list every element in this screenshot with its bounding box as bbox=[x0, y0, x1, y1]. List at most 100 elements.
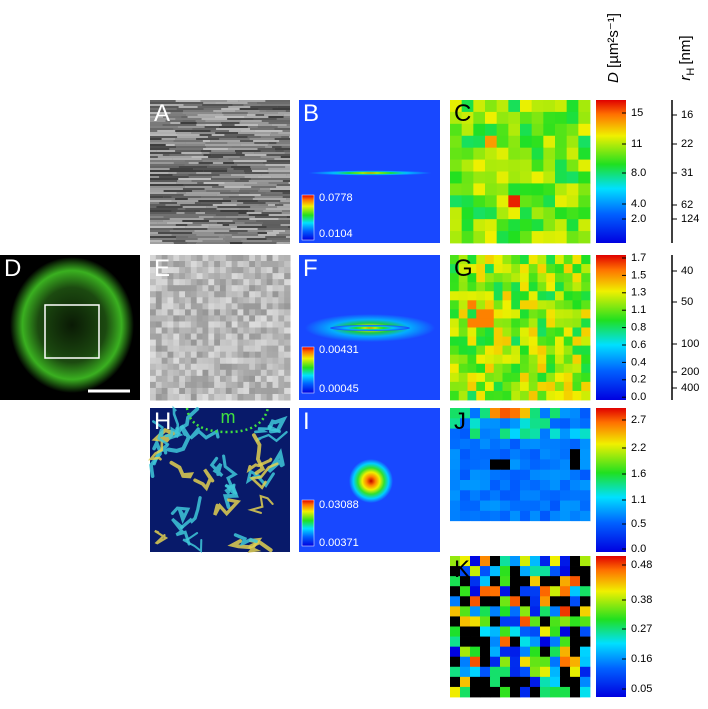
pixel bbox=[188, 198, 223, 200]
heatmap-cell bbox=[570, 501, 580, 512]
heatmap-cell bbox=[555, 328, 564, 337]
heatmap-cell bbox=[538, 373, 547, 382]
heatmap-cell bbox=[468, 337, 477, 346]
pixel bbox=[249, 364, 255, 371]
heatmap-cell bbox=[578, 148, 590, 160]
pixel bbox=[226, 309, 232, 316]
heatmap-cell bbox=[497, 219, 509, 231]
heatmap-cell bbox=[538, 264, 547, 273]
pixel bbox=[208, 370, 214, 377]
pixel bbox=[172, 170, 203, 172]
pixel bbox=[254, 142, 269, 144]
pixel bbox=[223, 224, 229, 226]
pixel bbox=[150, 226, 185, 228]
spectrum bbox=[308, 171, 432, 176]
pixel bbox=[150, 212, 176, 214]
pixel bbox=[278, 328, 284, 335]
heatmap-cell bbox=[450, 449, 460, 460]
pixel bbox=[225, 182, 258, 184]
pixel bbox=[204, 182, 225, 184]
heatmap-cell bbox=[529, 364, 538, 373]
heatmap-cell bbox=[450, 231, 462, 243]
pixel bbox=[232, 285, 238, 292]
scale-label: 0.2 bbox=[631, 374, 646, 386]
pixel bbox=[173, 158, 202, 160]
heatmap-cell bbox=[450, 627, 460, 637]
pixel bbox=[257, 176, 272, 178]
pixel bbox=[238, 340, 244, 347]
pixel bbox=[202, 224, 210, 226]
pixel bbox=[196, 172, 211, 174]
heatmap-cell bbox=[490, 657, 500, 667]
heatmap-cell bbox=[476, 373, 485, 382]
pixel bbox=[162, 340, 168, 347]
pixel bbox=[267, 273, 273, 280]
heatmap-cell bbox=[570, 566, 580, 576]
pixel bbox=[284, 364, 290, 371]
pixel bbox=[261, 309, 267, 316]
heatmap-cell bbox=[573, 264, 582, 273]
pixel bbox=[205, 126, 219, 128]
heatmap-cell bbox=[529, 328, 538, 337]
pixel bbox=[255, 382, 261, 389]
pixel bbox=[183, 110, 213, 112]
heatmap-cell bbox=[476, 282, 485, 291]
pixel bbox=[173, 291, 179, 298]
heatmap-cell bbox=[555, 300, 564, 309]
pixel bbox=[243, 376, 249, 383]
heatmap-cell bbox=[494, 264, 503, 273]
pixel bbox=[208, 291, 214, 298]
pixel bbox=[240, 140, 253, 142]
pixel bbox=[261, 104, 290, 106]
pixel bbox=[287, 216, 290, 218]
heatmap-cell bbox=[503, 382, 512, 391]
pixel bbox=[273, 334, 279, 341]
pixel bbox=[175, 198, 188, 200]
pixel bbox=[267, 291, 273, 298]
heatmap-cell bbox=[550, 542, 560, 553]
heatmap-cell bbox=[459, 291, 468, 300]
heatmap-cell bbox=[555, 364, 564, 373]
pixel bbox=[273, 358, 279, 365]
heatmap-cell bbox=[510, 490, 520, 501]
heatmap-cell bbox=[532, 160, 544, 172]
heatmap-cell bbox=[480, 429, 490, 440]
pixel bbox=[235, 124, 258, 126]
pixel bbox=[232, 388, 238, 395]
heatmap-cell bbox=[470, 439, 480, 450]
pixel bbox=[211, 178, 240, 180]
pixel bbox=[150, 188, 183, 190]
pixel bbox=[208, 358, 214, 365]
heatmap-cell bbox=[473, 219, 485, 231]
heatmap-cell bbox=[578, 231, 590, 243]
pixel bbox=[179, 279, 185, 286]
pixel bbox=[176, 212, 184, 214]
heatmap-cell bbox=[450, 282, 459, 291]
heatmap-cell bbox=[520, 647, 530, 657]
heatmap-cell bbox=[490, 470, 500, 481]
pixel bbox=[197, 394, 203, 401]
pixel bbox=[273, 255, 279, 262]
pixel bbox=[284, 309, 290, 316]
heatmap-cell bbox=[450, 647, 460, 657]
heatmap-cell bbox=[560, 637, 570, 647]
heatmap-cell bbox=[450, 291, 459, 300]
pixel bbox=[185, 340, 191, 347]
pixel bbox=[238, 285, 244, 292]
pixel bbox=[202, 158, 219, 160]
pixel bbox=[272, 108, 290, 110]
heatmap-cell bbox=[550, 480, 560, 491]
pixel bbox=[203, 364, 209, 371]
heatmap-cell bbox=[543, 195, 555, 207]
pixel bbox=[174, 162, 189, 164]
heatmap-cell bbox=[520, 677, 530, 687]
pixel bbox=[284, 150, 290, 152]
pixel bbox=[240, 178, 251, 180]
pixel bbox=[232, 334, 238, 341]
pixel bbox=[276, 142, 290, 144]
heatmap-cell bbox=[560, 470, 570, 481]
heatmap-cell bbox=[490, 677, 500, 687]
heatmap-cell bbox=[500, 449, 510, 460]
panel-label: B bbox=[303, 100, 319, 127]
